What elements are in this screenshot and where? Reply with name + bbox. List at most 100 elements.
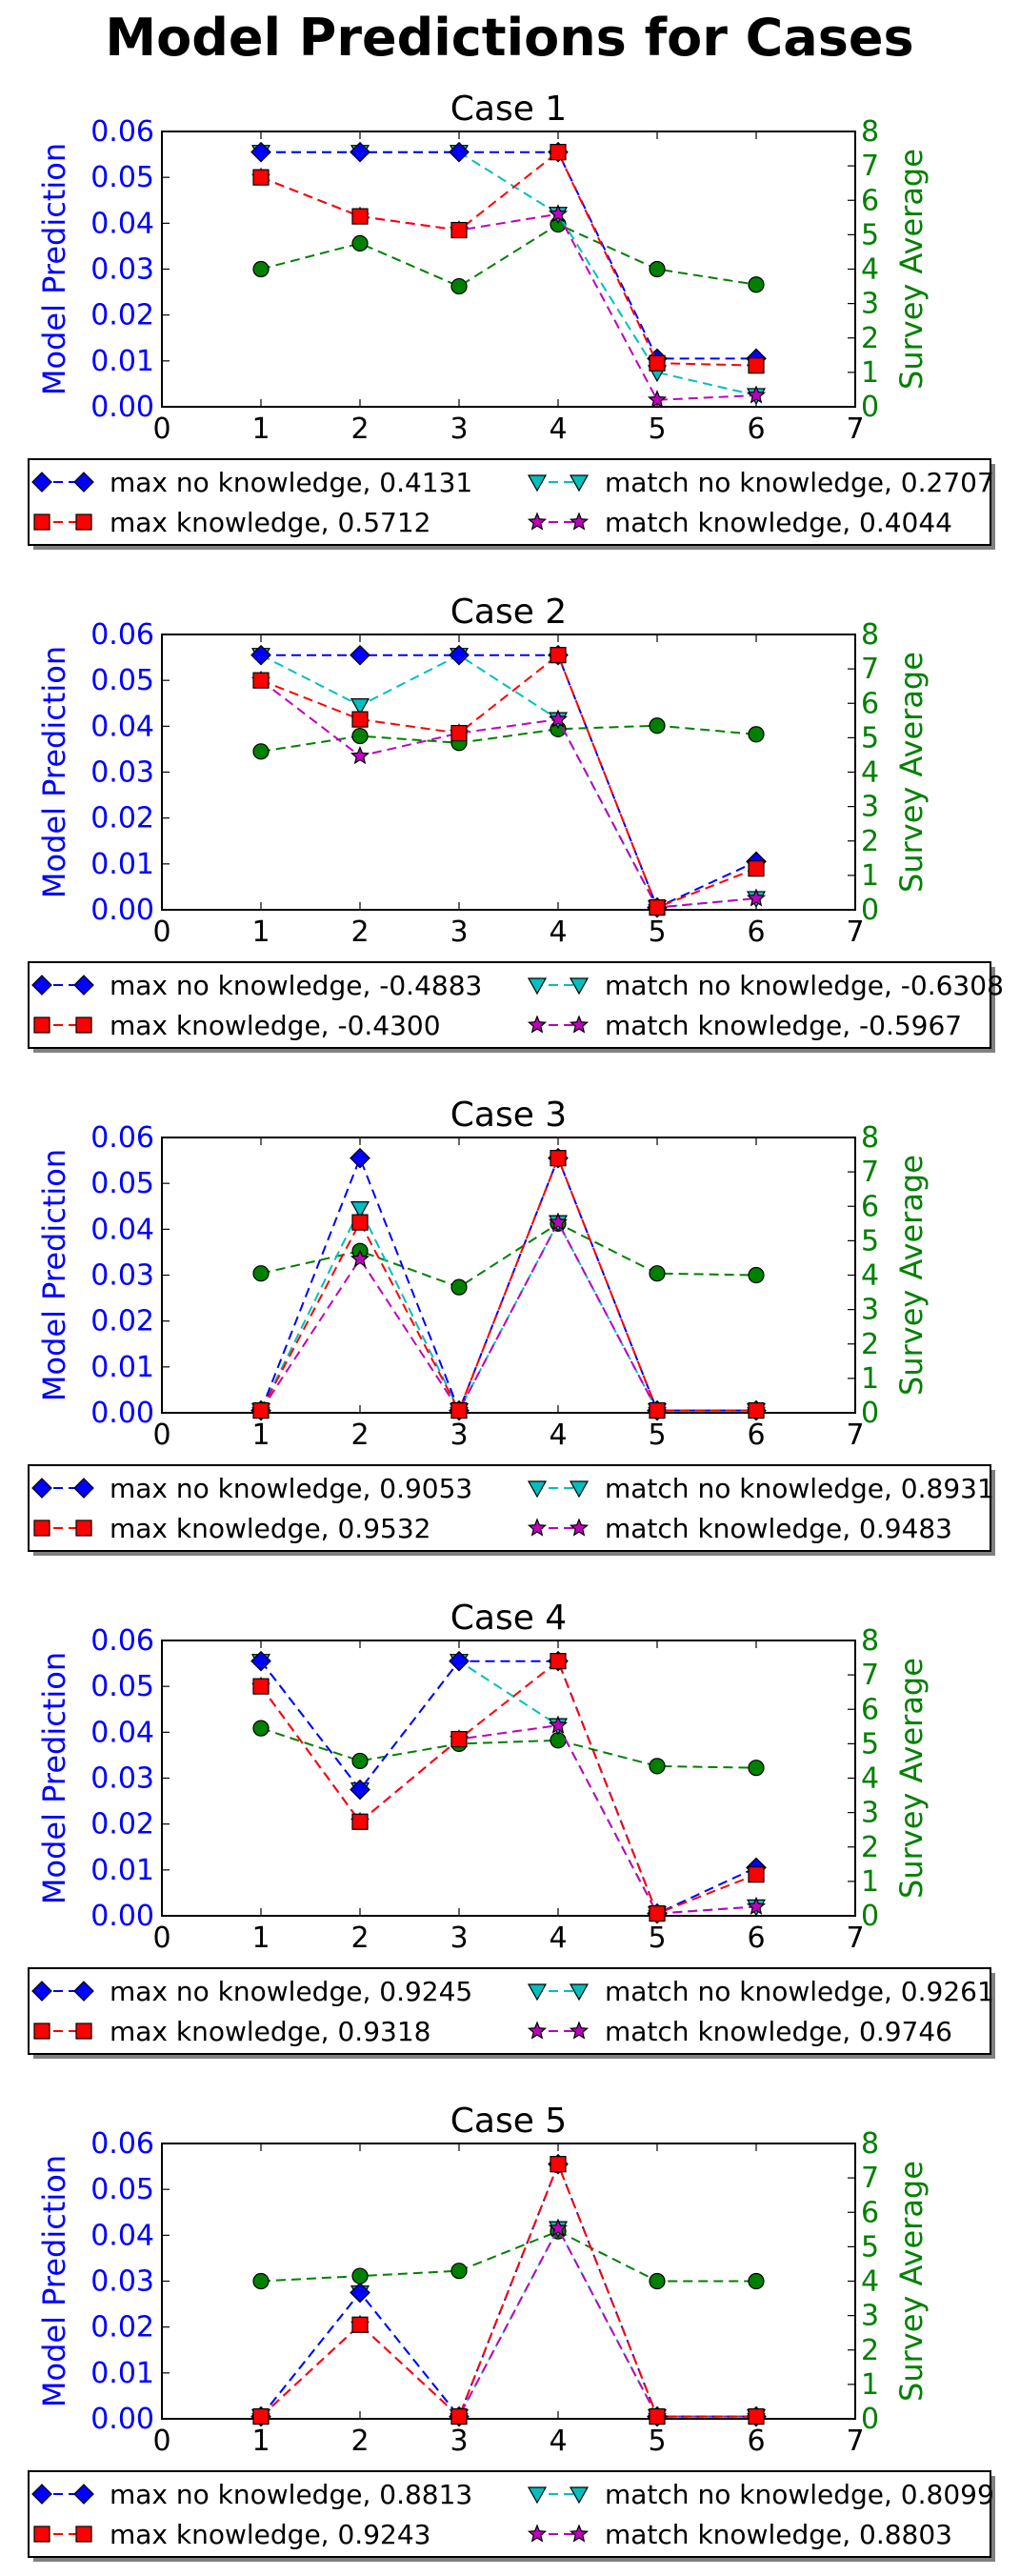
data-point-match-knowledge — [548, 1715, 569, 1734]
legend-marker-match-knowledge — [569, 2021, 590, 2040]
data-point-max-knowledge — [351, 208, 369, 225]
data-point-survey — [450, 1278, 468, 1296]
series-line-survey — [260, 223, 757, 288]
x-tick-label: 6 — [747, 1419, 765, 1452]
y-right-tick-label: 0 — [861, 1900, 879, 1933]
y-left-axis-label: Model Prediction — [36, 2155, 72, 2407]
legend-marker-match-no-knowledge — [527, 474, 548, 493]
y-right-tick-label: 3 — [861, 1294, 879, 1327]
data-point-max-knowledge — [450, 1401, 468, 1419]
plot-area — [161, 131, 856, 408]
legend-label: max knowledge, 0.5712 — [110, 507, 430, 538]
data-point-max-no-knowledge — [350, 141, 370, 163]
x-tick-label: 4 — [549, 2425, 567, 2458]
data-point-survey — [649, 2272, 666, 2290]
legend-marker-max-knowledge — [75, 513, 92, 531]
legend-marker-match-no-knowledge — [527, 1983, 548, 2002]
y-left-tick-label: 0.03 — [90, 756, 154, 790]
x-tick-label: 0 — [152, 1922, 170, 1955]
data-point-survey — [351, 234, 369, 252]
series-line-match-knowledge — [260, 679, 757, 909]
x-tick-label: 2 — [350, 916, 369, 949]
legend-marker-max-no-knowledge — [73, 472, 94, 493]
y-left-axis-label: Model Prediction — [36, 143, 72, 395]
chart-title: Case 4 — [450, 1599, 567, 1638]
y-left-tick-label: 0.04 — [90, 207, 154, 240]
x-tick-label: 5 — [648, 916, 666, 949]
legend-marker-match-knowledge — [569, 2524, 590, 2543]
y-left-tick-label: 0.03 — [90, 253, 154, 287]
y-right-tick-label: 2 — [861, 825, 879, 858]
data-point-max-knowledge — [252, 169, 270, 186]
y-right-axis-label: Survey Average — [893, 1658, 930, 1899]
legend-marker-match-no-knowledge — [569, 2486, 590, 2505]
legend-marker-match-knowledge — [527, 1518, 548, 1537]
legend-marker-max-no-knowledge — [31, 1981, 52, 2002]
legend-marker-max-no-knowledge — [31, 1478, 52, 1499]
y-left-tick-label: 0.01 — [90, 1351, 154, 1384]
y-right-tick-label: 6 — [861, 2196, 879, 2229]
y-right-tick-label: 1 — [861, 356, 879, 390]
legend-marker-match-knowledge — [569, 512, 590, 531]
data-point-survey — [748, 1266, 765, 1284]
chart-panel-3: Case 30 1 2 3 4 5 6 70.000.010.020.030.040.050.… — [28, 1096, 995, 1556]
data-point-max-knowledge — [450, 1730, 468, 1748]
y-left-tick-label: 0.02 — [90, 802, 154, 835]
data-point-match-knowledge — [746, 385, 767, 404]
data-point-max-no-knowledge — [350, 644, 370, 666]
data-point-max-knowledge — [649, 1904, 666, 1922]
x-tick-label: 3 — [450, 2425, 468, 2458]
series-line-survey — [260, 724, 757, 753]
data-point-max-no-knowledge — [449, 1650, 470, 1672]
x-tick-label: 0 — [152, 413, 170, 446]
x-tick-label: 0 — [152, 2425, 170, 2458]
series-line-max-knowledge — [260, 1660, 757, 1915]
figure-title: Model Predictions for Cases — [105, 8, 913, 68]
y-left-tick-label: 0.06 — [90, 115, 154, 149]
series-line-max-no-knowledge — [260, 1660, 757, 1915]
y-right-tick-label: 3 — [861, 288, 879, 321]
x-tick-label: 3 — [450, 1419, 468, 1452]
y-right-tick-label: 7 — [861, 150, 879, 183]
y-right-tick-label: 6 — [861, 687, 879, 720]
data-point-match-no-knowledge — [350, 698, 370, 715]
series-line-survey — [260, 2230, 756, 2283]
legend-marker-match-knowledge — [569, 1518, 590, 1537]
y-left-tick-label: 0.05 — [90, 1167, 154, 1200]
y-left-tick-label: 0.01 — [90, 345, 154, 378]
legend-label: max no knowledge, -0.4883 — [110, 970, 482, 1001]
series-line-max-no-knowledge — [261, 654, 757, 909]
data-point-match-knowledge — [548, 1212, 569, 1231]
legend-marker-max-no-knowledge — [31, 2484, 52, 2505]
y-left-axis-label: Model Prediction — [36, 1149, 72, 1401]
data-point-max-no-knowledge — [350, 1147, 370, 1169]
series-line-max-knowledge — [260, 151, 757, 367]
y-left-tick-label: 0.00 — [90, 2403, 154, 2436]
legend-marker-max-no-knowledge — [31, 472, 52, 493]
data-point-survey — [649, 260, 666, 278]
legend-marker-match-no-knowledge — [569, 977, 590, 996]
data-point-survey — [748, 726, 765, 743]
y-right-tick-label: 0 — [861, 391, 879, 424]
x-tick-label: 5 — [648, 413, 666, 446]
legend-label: max knowledge, 0.9243 — [110, 2519, 430, 2550]
chart-panel-2: Case 20 1 2 3 4 5 6 70.000.010.020.030.040.050.… — [28, 593, 1004, 1053]
y-left-tick-label: 0.01 — [90, 848, 154, 881]
y-left-tick-label: 0.02 — [90, 1808, 154, 1841]
x-tick-label: 6 — [747, 1922, 765, 1955]
data-point-survey — [252, 260, 270, 278]
y-left-axis-label: Model Prediction — [36, 646, 72, 898]
legend-label: match knowledge, -0.5967 — [605, 1010, 962, 1041]
legend-marker-match-knowledge — [527, 1015, 548, 1034]
y-right-tick-label: 0 — [861, 1397, 879, 1430]
data-point-survey — [252, 1265, 270, 1282]
y-right-tick-label: 2 — [861, 322, 879, 355]
legend-label: match no knowledge, 0.9261 — [605, 1976, 994, 2007]
y-left-tick-label: 0.04 — [90, 2219, 154, 2252]
data-point-max-no-knowledge — [250, 1650, 271, 1672]
data-point-max-no-knowledge — [250, 141, 271, 163]
y-right-tick-label: 4 — [861, 1762, 879, 1796]
y-right-tick-label: 5 — [861, 1224, 879, 1258]
y-right-tick-label: 5 — [861, 218, 879, 252]
chart-title: Case 1 — [450, 90, 567, 129]
